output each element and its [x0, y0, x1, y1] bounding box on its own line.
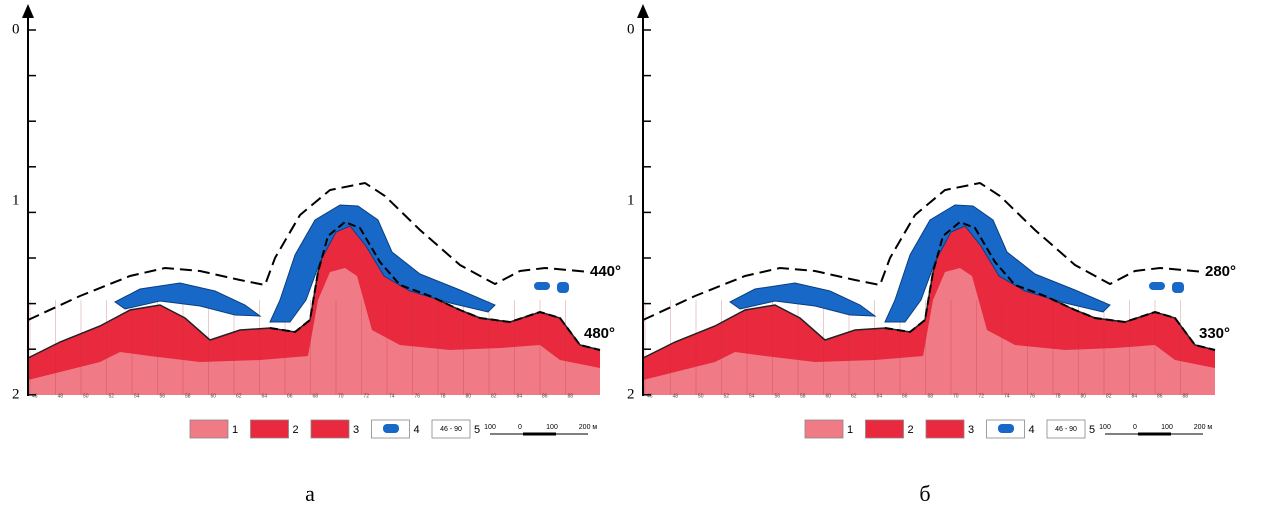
- y-axis-label: 2: [627, 386, 635, 402]
- profile-number: 74: [1004, 393, 1010, 399]
- profile-number: 84: [1132, 393, 1138, 399]
- axis-arrow: [637, 4, 649, 18]
- isotherm-label: 440°: [590, 263, 621, 280]
- y-axis-label: 1: [12, 192, 20, 208]
- legend-swatch: [866, 420, 904, 438]
- profile-number: 48: [58, 393, 64, 399]
- profile-number: 60: [826, 393, 832, 399]
- legend-number: 1: [847, 424, 853, 436]
- y-axis-label: 0: [12, 21, 20, 37]
- blue-blob: [1149, 282, 1165, 290]
- profile-number: 68: [313, 393, 319, 399]
- profile-number: 78: [1055, 393, 1061, 399]
- blue-blob: [534, 282, 550, 290]
- isotherm-label: 280°: [1205, 263, 1236, 280]
- y-axis-label: 2: [12, 386, 20, 402]
- figure: 4648505254565860626466687072747678808284…: [0, 0, 1266, 515]
- profile-number: 70: [338, 393, 344, 399]
- profile-number: 84: [517, 393, 523, 399]
- profile-number: 70: [953, 393, 959, 399]
- profile-number: 88: [1183, 393, 1189, 399]
- legend-number: 4: [414, 424, 420, 436]
- isotherm-label: 330°: [1199, 325, 1230, 342]
- legend-number: 3: [968, 424, 974, 436]
- profile-number: 74: [389, 393, 395, 399]
- legend-number: 5: [1089, 424, 1095, 436]
- profile-number: 86: [542, 393, 548, 399]
- profile-number: 68: [928, 393, 934, 399]
- legend-box-text: 46 - 90: [1055, 426, 1077, 433]
- scale-label: 0: [1133, 424, 1137, 431]
- profile-number: 52: [109, 393, 115, 399]
- profile-number: 56: [160, 393, 166, 399]
- profile-number: 54: [134, 393, 140, 399]
- profile-number: 50: [698, 393, 704, 399]
- scale-label: 100: [1099, 424, 1111, 431]
- scale-label: 200 м: [579, 424, 598, 431]
- legend-swatch: [926, 420, 964, 438]
- legend-swatch: [805, 420, 843, 438]
- profile-number: 62: [236, 393, 242, 399]
- legend-number: 5: [474, 424, 480, 436]
- profile-number: 76: [415, 393, 421, 399]
- scale-label: 100: [1161, 424, 1173, 431]
- profile-number: 80: [466, 393, 472, 399]
- legend-box-text: 46 - 90: [440, 426, 462, 433]
- blue-blob: [1172, 282, 1184, 293]
- legend-swatch: [251, 420, 289, 438]
- legend-number: 3: [353, 424, 359, 436]
- profile-number: 86: [1157, 393, 1163, 399]
- panel-caption: а: [305, 481, 315, 506]
- profile-number: 72: [979, 393, 985, 399]
- panel-caption: б: [919, 481, 930, 506]
- scale-label: 100: [546, 424, 558, 431]
- profile-number: 48: [673, 393, 679, 399]
- isotherm-label: 480°: [584, 325, 615, 342]
- profile-number: 88: [568, 393, 574, 399]
- profile-number: 66: [902, 393, 908, 399]
- scale-label: 100: [484, 424, 496, 431]
- scale-label: 0: [518, 424, 522, 431]
- axis-arrow: [22, 4, 34, 18]
- profile-number: 52: [724, 393, 730, 399]
- profile-number: 50: [83, 393, 89, 399]
- legend-number: 2: [293, 424, 299, 436]
- legend-number: 2: [908, 424, 914, 436]
- profile-number: 80: [1081, 393, 1087, 399]
- y-axis-label: 0: [627, 21, 635, 37]
- profile-number: 64: [262, 393, 268, 399]
- profile-number: 54: [749, 393, 755, 399]
- legend-swatch: [190, 420, 228, 438]
- profile-number: 72: [364, 393, 370, 399]
- y-axis-label: 1: [627, 192, 635, 208]
- profile-number: 76: [1030, 393, 1036, 399]
- profile-number: 58: [800, 393, 806, 399]
- profile-number: 82: [491, 393, 497, 399]
- profile-number: 62: [851, 393, 857, 399]
- legend-swatch: [311, 420, 349, 438]
- profile-number: 56: [775, 393, 781, 399]
- blue-blob: [557, 282, 569, 293]
- legend-blue: [998, 424, 1014, 433]
- profile-number: 58: [185, 393, 191, 399]
- profile-number: 64: [877, 393, 883, 399]
- scale-label: 200 м: [1194, 424, 1213, 431]
- legend-number: 4: [1029, 424, 1035, 436]
- profile-number: 66: [287, 393, 293, 399]
- profile-number: 60: [211, 393, 217, 399]
- legend-number: 1: [232, 424, 238, 436]
- legend-blue: [383, 424, 399, 433]
- profile-number: 82: [1106, 393, 1112, 399]
- profile-number: 78: [440, 393, 446, 399]
